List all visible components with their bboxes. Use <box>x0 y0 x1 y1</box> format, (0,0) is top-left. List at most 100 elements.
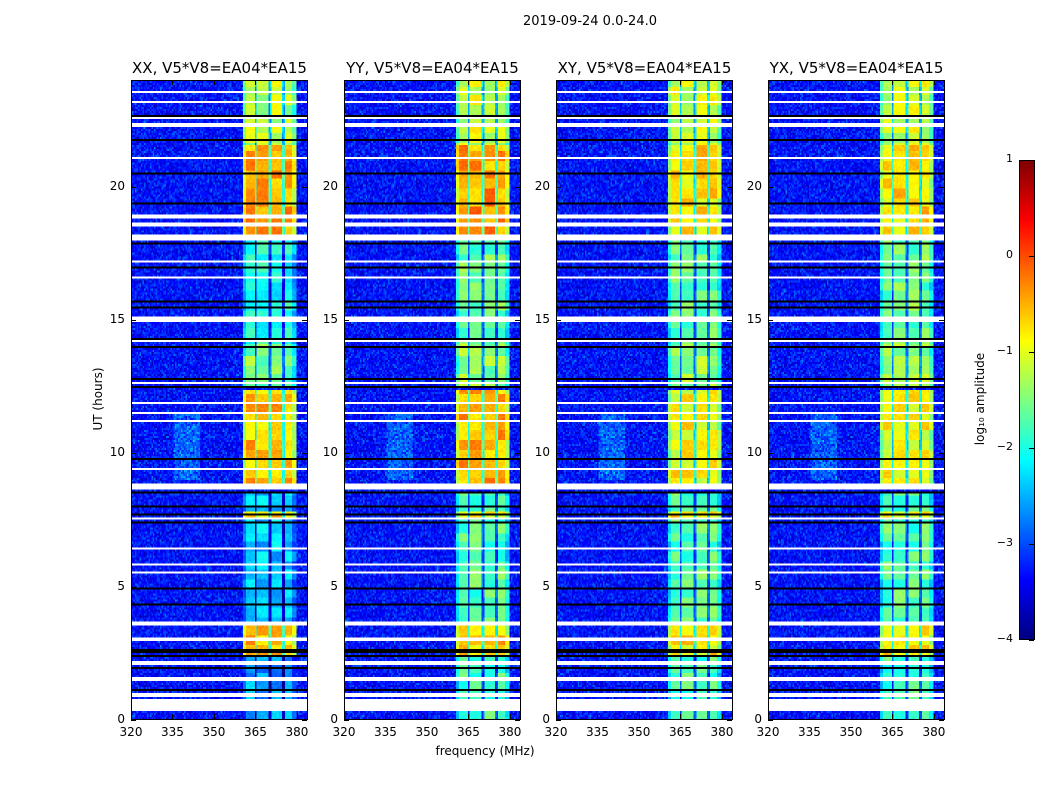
y-tick-mark <box>302 186 307 188</box>
y-tick-mark <box>556 720 561 721</box>
x-tick-mark <box>344 714 345 719</box>
spectrogram-panel <box>556 80 733 720</box>
x-tick-mark <box>768 80 769 85</box>
x-tick-label: 335 <box>798 725 821 739</box>
spectrogram-image <box>132 81 307 719</box>
y-tick-mark <box>344 186 349 188</box>
x-tick-label: 380 <box>710 725 734 739</box>
y-tick-mark <box>768 453 773 455</box>
y-tick-label: 15 <box>746 312 762 326</box>
y-tick-mark <box>727 186 732 188</box>
x-tick-label: 335 <box>374 725 397 739</box>
x-tick-mark <box>255 714 257 719</box>
y-tick-label: 5 <box>754 578 762 593</box>
y-tick-mark <box>344 320 349 321</box>
y-tick-mark <box>768 320 773 321</box>
x-tick-mark <box>721 714 723 719</box>
y-tick-label: 10 <box>322 445 338 460</box>
y-tick-mark <box>515 186 520 188</box>
x-tick-mark <box>344 80 345 85</box>
x-tick-label: 350 <box>839 725 863 739</box>
colorbar-tick-mark <box>1029 352 1034 353</box>
y-tick-label: 0 <box>117 712 125 726</box>
x-tick-mark <box>509 714 511 719</box>
panel-title: YX, V5*V8=EA04*EA15 <box>769 59 944 77</box>
y-tick-mark <box>131 720 136 721</box>
y-tick-mark <box>556 453 561 455</box>
y-tick-mark <box>131 586 136 588</box>
x-tick-mark <box>597 714 599 719</box>
y-tick-mark <box>768 586 773 588</box>
colorbar-tick-label: 0 <box>1006 248 1013 261</box>
x-tick-label: 335 <box>161 725 184 739</box>
y-tick-mark <box>515 586 520 588</box>
colorbar-tick-mark <box>1029 448 1034 449</box>
x-tick-mark <box>556 714 557 719</box>
x-tick-mark <box>850 80 852 85</box>
x-tick-mark <box>468 714 470 719</box>
colorbar-tick-label: −1 <box>996 344 1013 357</box>
y-tick-mark <box>515 453 520 455</box>
y-tick-mark <box>131 453 136 455</box>
y-tick-label: 0 <box>330 712 338 726</box>
y-tick-mark <box>939 186 944 188</box>
x-tick-mark <box>680 714 682 719</box>
spectrogram-panel <box>768 80 945 720</box>
colorbar-tick-mark <box>1029 544 1034 545</box>
x-tick-label: 320 <box>332 725 356 739</box>
x-tick-mark <box>131 80 132 85</box>
x-tick-mark <box>426 80 428 85</box>
x-tick-mark <box>768 714 769 719</box>
y-tick-mark <box>556 586 561 588</box>
y-tick-mark <box>344 453 349 455</box>
y-tick-label: 15 <box>534 312 550 326</box>
panel-title: YY, V5*V8=EA04*EA15 <box>346 59 519 77</box>
spectrogram-panel <box>344 80 521 720</box>
y-tick-mark <box>727 720 732 721</box>
x-tick-mark <box>172 80 174 85</box>
x-tick-mark <box>426 714 428 719</box>
x-tick-label: 350 <box>202 725 226 739</box>
x-tick-label: 365 <box>244 725 267 739</box>
x-tick-label: 365 <box>881 725 904 739</box>
spectrogram-panel <box>131 80 308 720</box>
x-tick-mark <box>892 80 894 85</box>
y-axis-label: UT (hours) <box>91 367 105 431</box>
x-tick-mark <box>850 714 852 719</box>
colorbar-tick-mark <box>1029 256 1034 257</box>
x-tick-mark <box>172 714 174 719</box>
x-tick-mark <box>597 80 599 85</box>
colorbar-tick-mark <box>1029 640 1034 641</box>
x-tick-mark <box>933 80 935 85</box>
x-tick-mark <box>385 80 387 85</box>
x-tick-label: 320 <box>119 725 143 739</box>
y-tick-mark <box>344 586 349 588</box>
y-tick-mark <box>515 320 520 321</box>
spectrogram-image <box>557 81 732 719</box>
x-tick-mark <box>296 714 298 719</box>
colorbar-tick-label: 1 <box>1006 152 1013 165</box>
y-tick-label: 20 <box>746 178 762 193</box>
y-tick-mark <box>302 586 307 588</box>
colorbar-tick-label: −4 <box>996 632 1013 645</box>
x-tick-label: 365 <box>669 725 692 739</box>
figure-title: 2019-09-24 0.0-24.0 <box>523 14 657 29</box>
y-tick-label: 5 <box>330 578 338 593</box>
x-tick-mark <box>213 714 215 719</box>
x-tick-mark <box>468 80 470 85</box>
x-tick-mark <box>509 80 511 85</box>
y-tick-label: 20 <box>534 178 550 193</box>
colorbar-gradient <box>1020 161 1034 639</box>
x-tick-mark <box>680 80 682 85</box>
x-axis-label: frequency (MHz) <box>435 744 535 758</box>
y-tick-mark <box>939 586 944 588</box>
x-tick-mark <box>809 80 811 85</box>
y-tick-mark <box>131 186 136 188</box>
panel-title: XX, V5*V8=EA04*EA15 <box>132 59 307 77</box>
x-tick-label: 380 <box>498 725 522 739</box>
colorbar-tick-mark <box>1029 160 1034 161</box>
y-tick-mark <box>302 320 307 321</box>
y-tick-label: 20 <box>322 178 338 193</box>
x-tick-mark <box>933 714 935 719</box>
